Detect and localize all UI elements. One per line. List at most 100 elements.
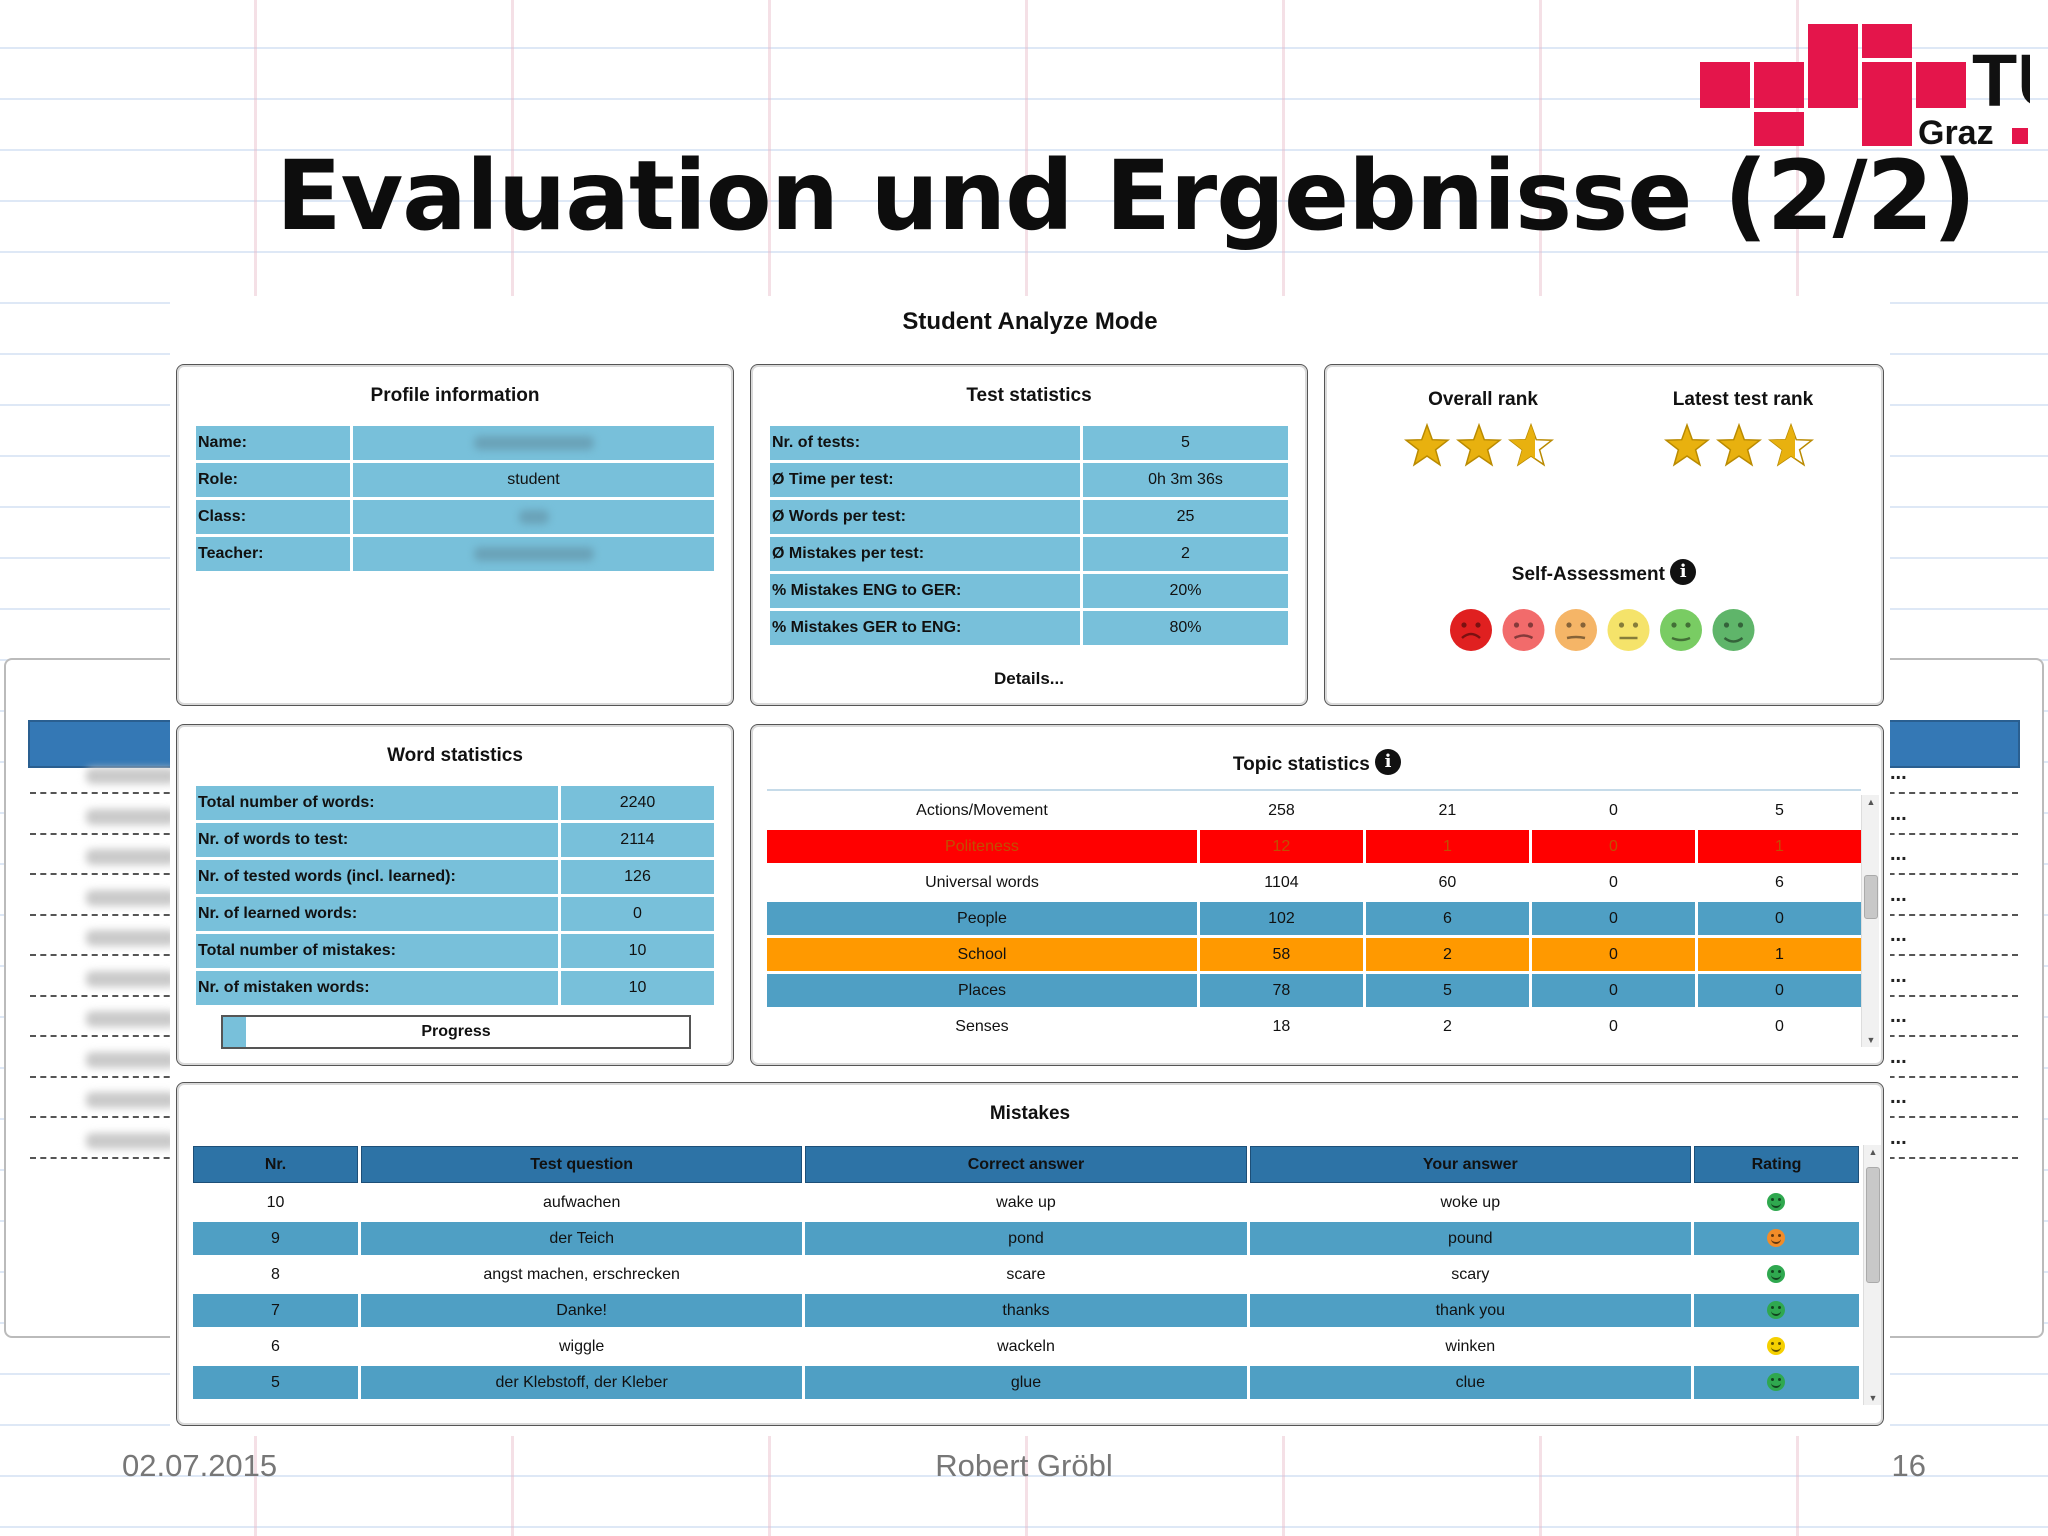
self-assessment-info-icon[interactable]: i	[1670, 559, 1697, 585]
mistake-row[interactable]: 8 angst machen, erschrecken scare scary	[193, 1258, 1859, 1291]
app-title: Student Analyze Mode	[902, 308, 1158, 335]
topic-value: 102	[1199, 902, 1363, 935]
stat-value: 10	[561, 971, 714, 1005]
stat-row: Teacher:	[196, 537, 714, 571]
background-list-row	[30, 954, 180, 956]
scroll-down-arrow[interactable]: ▼	[1868, 1393, 1878, 1403]
topic-statistics-table: Actions/Movement 258 21 0 5 Politeness 12 1 0 1 Un…	[764, 791, 1864, 1046]
stat-value: 10	[561, 934, 714, 968]
smiley-icon	[1767, 1373, 1786, 1392]
column-header[interactable]: Rating	[1693, 1146, 1859, 1183]
mistake-nr: 7	[193, 1294, 358, 1327]
scroll-thumb[interactable]	[1864, 875, 1878, 919]
mistake-answer: winken	[1249, 1330, 1691, 1363]
mistakes-title: Mistakes	[989, 1103, 1071, 1124]
stat-value: 2	[1083, 537, 1288, 571]
background-blurred-name	[86, 1092, 176, 1108]
topic-row[interactable]: Senses 18 2 0 0	[767, 1010, 1861, 1043]
column-header[interactable]: Test question	[360, 1146, 803, 1183]
mistake-correct: scare	[805, 1258, 1247, 1291]
background-list-row	[1868, 1035, 2018, 1037]
mistakes-panel: Mistakes Nr. Test question Correct answer Y…	[176, 1082, 1884, 1426]
column-header[interactable]: Correct answer	[805, 1146, 1247, 1183]
mistake-row[interactable]: 5 der Klebstoff, der Kleber glue clue	[193, 1366, 1859, 1399]
details-link[interactable]: Details...	[994, 669, 1064, 688]
background-ellipsis: ...	[1890, 1086, 1907, 1108]
background-ellipsis: ...	[1890, 1005, 1907, 1027]
topic-value: 1	[1697, 938, 1861, 971]
stat-value	[353, 537, 714, 571]
mistake-question: der Klebstoff, der Kleber	[360, 1366, 803, 1399]
column-header[interactable]: Your answer	[1249, 1146, 1691, 1183]
topic-statistics-info-icon[interactable]: i	[1375, 749, 1402, 775]
topic-value: 5	[1697, 794, 1861, 827]
mistake-row[interactable]: 7 Danke! thanks thank you	[193, 1294, 1859, 1327]
background-ellipsis: ...	[1890, 883, 1907, 906]
stat-row: Role: student	[196, 463, 714, 497]
stat-label: Ø Words per test:	[770, 500, 1080, 534]
topic-value: 6	[1697, 866, 1861, 899]
face-icon-1[interactable]	[1450, 609, 1492, 651]
topic-value: 12	[1199, 830, 1363, 863]
stat-value: 2240	[561, 786, 714, 820]
topic-row[interactable]: Universal words 1104 60 0 6	[767, 866, 1861, 899]
mistake-nr: 10	[193, 1186, 358, 1219]
scroll-thumb[interactable]	[1866, 1167, 1880, 1283]
progress-label: Progress	[421, 1023, 491, 1040]
topic-statistics-title: Topic statistics i	[751, 749, 1883, 776]
topic-value: 18	[1199, 1010, 1363, 1043]
scroll-up-arrow[interactable]: ▲	[1868, 1147, 1878, 1157]
mistake-rating	[1693, 1222, 1859, 1255]
scroll-down-arrow[interactable]: ▼	[1866, 1035, 1876, 1045]
redacted-value	[518, 509, 549, 524]
smiley-icon	[1767, 1265, 1786, 1284]
self-assessment-label: Self-Assessment i	[1325, 559, 1883, 586]
smiley-icon	[1767, 1193, 1786, 1212]
stat-label: Total number of words:	[196, 786, 558, 820]
stat-value: 0h 3m 36s	[1083, 463, 1288, 497]
stat-row: Nr. of words to test: 2114	[196, 823, 714, 857]
mistake-nr: 6	[193, 1330, 358, 1363]
topic-value: 0	[1531, 938, 1695, 971]
mistake-question: wiggle	[360, 1330, 803, 1363]
background-list-row	[1868, 1075, 2018, 1078]
topic-value: 78	[1199, 974, 1363, 1007]
topic-value: 6	[1365, 902, 1529, 935]
stat-label: Teacher:	[196, 537, 350, 571]
overall-rank-label: Overall rank	[1428, 389, 1538, 410]
topic-row[interactable]: People 102 6 0 0	[767, 902, 1861, 935]
face-icon-3[interactable]	[1555, 609, 1597, 651]
face-icon-2[interactable]	[1502, 609, 1545, 651]
background-list-row	[30, 873, 180, 875]
topic-row[interactable]: Politeness 12 1 0 1	[767, 830, 1861, 863]
background-list-row	[1868, 1156, 2018, 1159]
topic-scrollbar[interactable]: ▲ ▼	[1861, 795, 1879, 1047]
stat-label: Ø Time per test:	[770, 463, 1080, 497]
background-ellipsis: ...	[1890, 762, 1907, 784]
stat-row: Ø Mistakes per test: 2	[770, 537, 1288, 571]
mistake-row[interactable]: 10 aufwachen wake up woke up	[193, 1186, 1859, 1219]
mistake-row[interactable]: 6 wiggle wackeln winken	[193, 1330, 1859, 1363]
background-list-row	[30, 1075, 180, 1078]
star-icon	[1456, 423, 1502, 467]
test-statistics-title: Test statistics	[966, 385, 1092, 406]
progress-bar: Progress	[221, 1015, 691, 1049]
face-icon-6[interactable]	[1712, 609, 1755, 651]
face-icon-5[interactable]	[1660, 609, 1702, 651]
column-header[interactable]: Nr.	[193, 1146, 358, 1183]
topic-value: 0	[1697, 1010, 1861, 1043]
topic-row[interactable]: School 58 2 0 1	[767, 938, 1861, 971]
stat-label: Total number of mistakes:	[196, 934, 558, 968]
face-icon-4[interactable]	[1607, 609, 1650, 651]
mistakes-scrollbar[interactable]: ▲ ▼	[1863, 1145, 1881, 1405]
topic-header-line	[767, 789, 1861, 791]
stat-value	[353, 426, 714, 460]
background-ellipsis: ...	[1890, 802, 1907, 825]
stat-row: % Mistakes ENG to GER: 20%	[770, 574, 1288, 608]
background-blurred-name	[86, 1051, 176, 1068]
scroll-up-arrow[interactable]: ▲	[1866, 797, 1876, 807]
topic-row[interactable]: Places 78 5 0 0	[767, 974, 1861, 1007]
smiley-icon	[1767, 1229, 1786, 1248]
topic-row[interactable]: Actions/Movement 258 21 0 5	[767, 794, 1861, 827]
mistake-row[interactable]: 9 der Teich pond pound	[193, 1222, 1859, 1255]
